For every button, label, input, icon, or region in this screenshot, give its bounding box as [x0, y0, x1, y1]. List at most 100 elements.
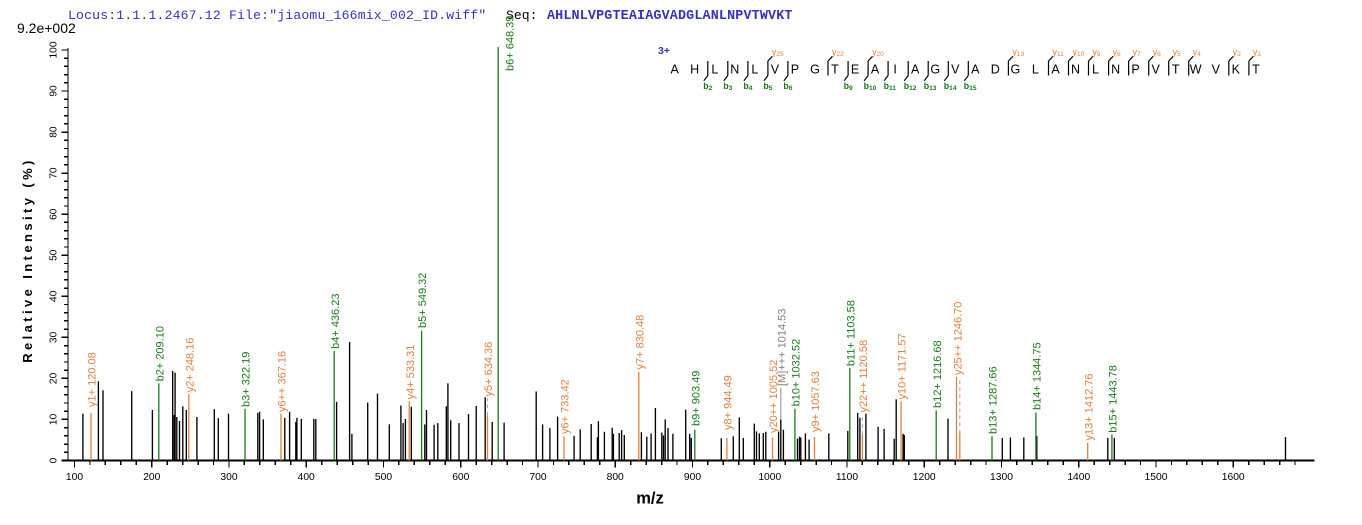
svg-text:90: 90 [49, 85, 60, 97]
svg-text:V: V [1152, 63, 1161, 77]
svg-text:y2: y2 [1233, 47, 1241, 58]
svg-text:80: 80 [49, 126, 60, 138]
svg-text:P: P [791, 63, 799, 77]
svg-text:40: 40 [49, 290, 60, 302]
svg-text:b10+ 1032.52: b10+ 1032.52 [791, 339, 803, 407]
svg-text:y8+ 944.49: y8+ 944.49 [723, 375, 735, 430]
svg-text:b2+ 209.10: b2+ 209.10 [154, 326, 166, 381]
svg-text:A: A [1051, 63, 1060, 77]
svg-text:y8: y8 [1113, 47, 1121, 58]
svg-text:b4+ 436.23: b4+ 436.23 [330, 294, 342, 349]
svg-text:H: H [690, 63, 699, 77]
svg-text:y9+ 1057.63: y9+ 1057.63 [810, 371, 822, 432]
svg-text:30: 30 [49, 331, 60, 343]
svg-text:y20: y20 [872, 47, 884, 58]
svg-text:b15: b15 [964, 81, 977, 92]
svg-text:G: G [930, 63, 940, 77]
svg-text:b12+ 1216.68: b12+ 1216.68 [932, 340, 944, 408]
svg-text:1500: 1500 [1145, 472, 1168, 483]
svg-text:A: A [971, 63, 980, 77]
svg-text:L: L [751, 63, 758, 77]
svg-text:m/z: m/z [636, 490, 664, 508]
svg-text:300: 300 [220, 472, 237, 483]
svg-text:b9: b9 [844, 81, 853, 92]
svg-text:N: N [730, 63, 739, 77]
svg-text:y10: y10 [1073, 47, 1085, 58]
svg-text:b9+ 903.49: b9+ 903.49 [690, 371, 702, 426]
svg-text:y2+ 248.16: y2+ 248.16 [184, 338, 196, 393]
svg-text:y5+ 634.36: y5+ 634.36 [483, 342, 495, 397]
svg-text:800: 800 [607, 472, 624, 483]
svg-text:L: L [711, 63, 718, 77]
svg-text:L: L [1092, 63, 1099, 77]
svg-text:3+: 3+ [658, 45, 670, 57]
svg-text:y20++ 1005.52: y20++ 1005.52 [768, 360, 780, 433]
svg-text:1000: 1000 [758, 472, 781, 483]
svg-text:b4: b4 [743, 81, 752, 92]
svg-text:y5: y5 [1173, 47, 1181, 58]
svg-text:600: 600 [452, 472, 469, 483]
svg-text:y6: y6 [1153, 47, 1161, 58]
svg-text:y4+ 533.31: y4+ 533.31 [405, 345, 417, 400]
svg-text:y1: y1 [1253, 47, 1261, 58]
svg-text:1300: 1300 [990, 472, 1013, 483]
svg-text:G: G [1011, 63, 1021, 77]
svg-text:E: E [851, 63, 859, 77]
svg-text:V: V [771, 63, 780, 77]
svg-text:T: T [831, 63, 839, 77]
svg-text:T: T [1252, 63, 1260, 77]
svg-text:A: A [911, 63, 920, 77]
svg-text:A: A [871, 63, 880, 77]
svg-text:K: K [1232, 63, 1241, 77]
svg-text:0: 0 [49, 457, 60, 463]
svg-text:y9: y9 [1093, 47, 1101, 58]
svg-text:y11: y11 [1053, 47, 1065, 58]
svg-text:b11+ 1103.58: b11+ 1103.58 [845, 300, 857, 366]
svg-text:V: V [1212, 63, 1221, 77]
svg-text:1400: 1400 [1067, 472, 1090, 483]
svg-text:1200: 1200 [913, 472, 936, 483]
svg-text:500: 500 [375, 472, 392, 483]
svg-text:y1+ 120.08: y1+ 120.08 [87, 352, 99, 407]
svg-text:AHLNLVPGTEAIAGVADGLANLNPVTWVKT: AHLNLVPGTEAIAGVADGLANLNPVTWVKT [547, 9, 793, 24]
svg-text:b14+ 1344.75: b14+ 1344.75 [1032, 342, 1044, 410]
svg-text:y10+ 1171.57: y10+ 1171.57 [897, 333, 909, 399]
svg-text:70: 70 [49, 167, 60, 179]
svg-text:400: 400 [298, 472, 315, 483]
svg-text:10: 10 [49, 413, 60, 425]
svg-text:900: 900 [684, 472, 701, 483]
svg-text:1600: 1600 [1222, 472, 1245, 483]
svg-text:b3: b3 [723, 81, 732, 92]
svg-text:b13: b13 [924, 81, 937, 92]
svg-text:y4: y4 [1193, 47, 1201, 58]
svg-text:y22++ 1120.58: y22++ 1120.58 [858, 340, 870, 413]
svg-text:D: D [991, 63, 1000, 77]
svg-text:b2: b2 [703, 81, 712, 92]
svg-text:b13+ 1287.66: b13+ 1287.66 [988, 366, 1000, 434]
svg-text:y13: y13 [1012, 47, 1024, 58]
svg-text:b12: b12 [904, 81, 917, 92]
svg-text:b11: b11 [884, 81, 897, 92]
svg-text:b5+ 549.32: b5+ 549.32 [417, 273, 429, 328]
svg-text:b15+ 1443.78: b15+ 1443.78 [1108, 365, 1120, 433]
svg-text:100: 100 [66, 472, 83, 483]
svg-text:y6+ 733.42: y6+ 733.42 [560, 379, 572, 434]
svg-text:y25: y25 [772, 47, 784, 58]
svg-text:Seq:: Seq: [506, 8, 537, 23]
svg-text:y6++ 367.16: y6++ 367.16 [277, 351, 289, 412]
svg-text:100: 100 [49, 41, 60, 58]
svg-text:b6+ 648.39: b6+ 648.39 [505, 16, 517, 71]
svg-text:y7+ 830.48: y7+ 830.48 [634, 315, 646, 370]
svg-text:b5: b5 [763, 81, 772, 92]
svg-text:N: N [1071, 63, 1080, 77]
svg-text:y7: y7 [1133, 47, 1141, 58]
svg-text:V: V [951, 63, 960, 77]
svg-text:L: L [1032, 63, 1039, 77]
svg-text:20: 20 [49, 372, 60, 384]
svg-text:1100: 1100 [836, 472, 858, 483]
svg-text:50: 50 [49, 249, 60, 261]
svg-text:y13+ 1412.76: y13+ 1412.76 [1083, 374, 1095, 441]
svg-text:T: T [1172, 63, 1180, 77]
svg-text:b14: b14 [944, 81, 957, 92]
svg-text:I: I [893, 63, 896, 77]
